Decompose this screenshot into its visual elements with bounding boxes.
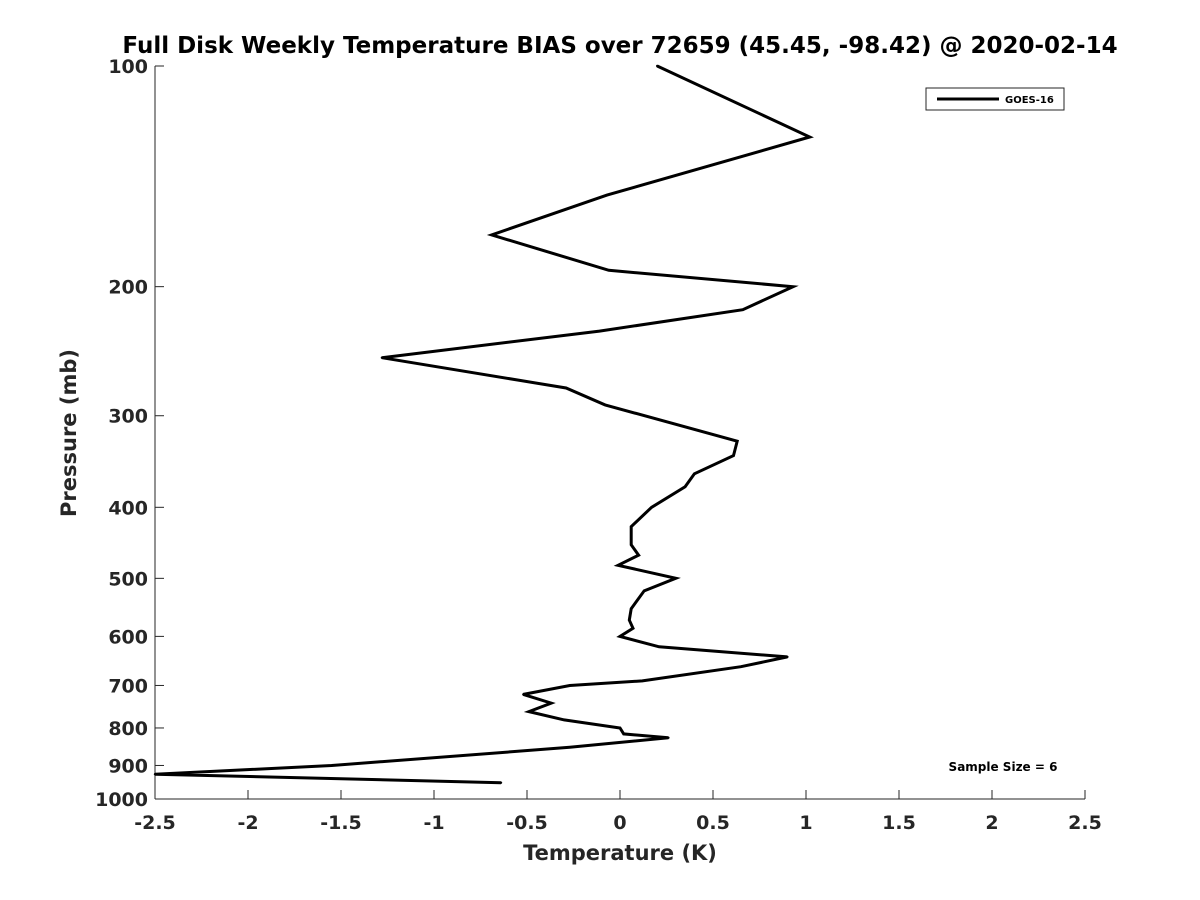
data-point — [153, 773, 157, 776]
data-point — [550, 701, 553, 705]
y-tick-label: 700 — [108, 675, 148, 697]
chart-title: Full Disk Weekly Temperature BIAS over 7… — [122, 33, 1117, 59]
data-point — [563, 718, 566, 722]
data-point — [622, 732, 625, 736]
sample-size-annotation: Sample Size = 6 — [949, 760, 1058, 774]
data-point — [683, 485, 687, 488]
data-point — [630, 543, 633, 546]
data-point — [598, 329, 601, 333]
data-point — [564, 386, 568, 390]
data-point — [603, 403, 607, 407]
data-point — [650, 506, 653, 509]
series-points — [153, 64, 811, 784]
y-axis-label: Pressure (mb) — [57, 349, 81, 517]
data-point — [490, 233, 493, 237]
x-axis-label: Temperature (K) — [523, 841, 717, 865]
data-point — [808, 135, 811, 139]
data-point — [568, 746, 571, 749]
y-tick-label: 600 — [108, 626, 148, 648]
data-point — [628, 618, 631, 622]
data-point — [568, 684, 571, 687]
y-tick-label: 400 — [108, 497, 148, 519]
data-point — [380, 356, 384, 359]
data-point — [736, 440, 739, 443]
data-point — [616, 564, 620, 567]
x-tick-label: -1.5 — [320, 812, 362, 834]
data-point — [667, 736, 670, 739]
y-tick-label: 1000 — [95, 789, 148, 811]
y-ticks: 100 200 300 400 500 600 700 800 900 1000 — [95, 56, 164, 811]
x-tick-label: -2 — [237, 812, 258, 834]
x-tick-label: -0.5 — [506, 812, 548, 834]
data-point — [732, 454, 735, 457]
data-point — [522, 693, 525, 696]
data-point — [657, 645, 661, 648]
x-tick-label: -2.5 — [134, 812, 176, 834]
y-tick-label: 200 — [108, 277, 148, 299]
x-ticks: -2.5 -2 -1.5 -1 -0.5 0 0.5 1 1.5 2 2.5 — [134, 790, 1102, 834]
data-point — [630, 525, 633, 528]
data-point — [630, 607, 633, 610]
y-tick-label: 300 — [108, 406, 148, 428]
x-tick-label: 0.5 — [696, 812, 730, 834]
x-tick-label: 1 — [799, 812, 812, 834]
data-point — [607, 269, 610, 272]
x-tick-label: 0 — [613, 812, 626, 834]
data-point — [618, 726, 622, 730]
data-point — [741, 308, 744, 311]
data-point — [693, 472, 696, 475]
data-point — [631, 627, 635, 630]
data-point — [674, 577, 677, 580]
x-tick-label: 2.5 — [1068, 812, 1102, 834]
data-point — [499, 781, 503, 784]
data-point — [527, 710, 531, 713]
legend-entry-goes-16: GOES-16 — [1005, 95, 1054, 106]
y-tick-label: 500 — [108, 568, 148, 590]
y-tick-label: 100 — [108, 56, 148, 78]
x-tick-label: -1 — [423, 812, 444, 834]
data-point — [618, 635, 622, 638]
data-point — [330, 764, 333, 767]
data-point — [641, 679, 644, 683]
plot-area — [155, 66, 1085, 799]
data-point — [791, 285, 795, 288]
data-point — [605, 193, 609, 197]
x-tick-label: 2 — [985, 812, 998, 834]
data-point — [786, 655, 789, 659]
series-line-goes-16 — [154, 64, 814, 785]
y-tick-label: 900 — [108, 755, 148, 777]
y-tick-label: 800 — [108, 718, 148, 740]
x-tick-label: 1.5 — [882, 812, 916, 834]
legend: GOES-16 — [925, 87, 1065, 111]
data-point — [637, 554, 640, 557]
data-point — [656, 64, 659, 68]
data-point — [739, 665, 743, 668]
data-point — [643, 589, 646, 592]
